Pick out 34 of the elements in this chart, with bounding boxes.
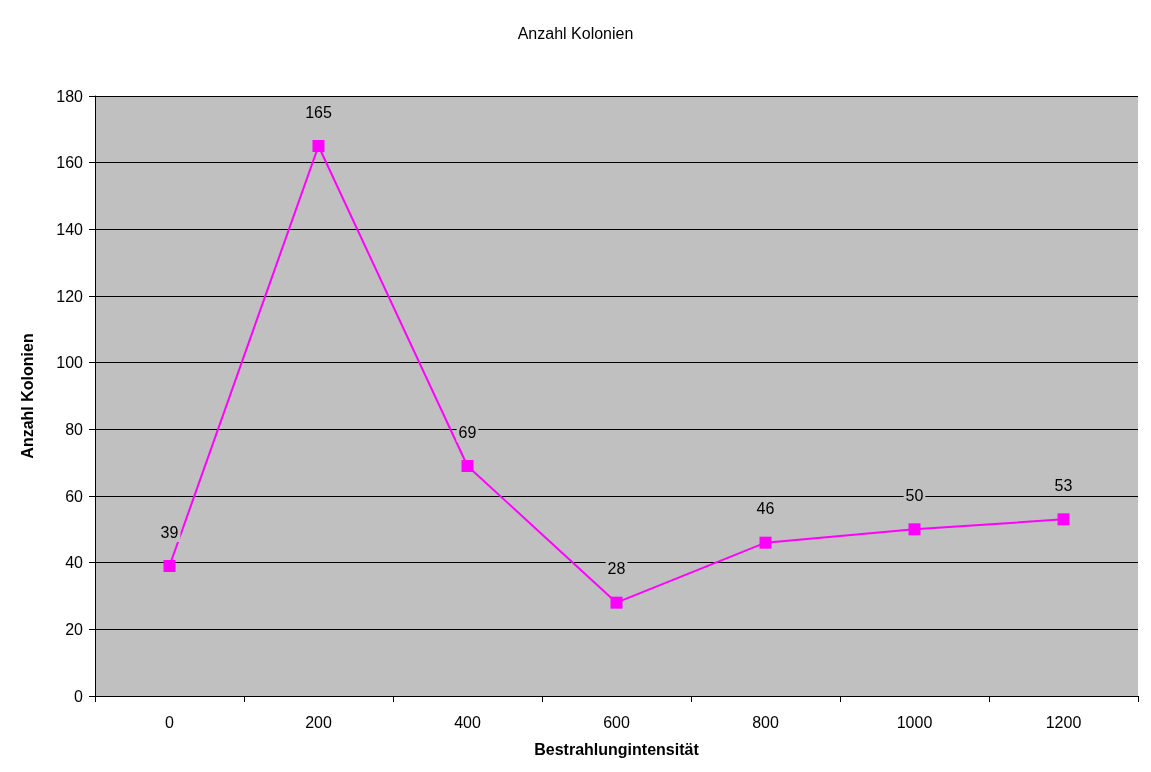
y-tick-label: 100	[56, 354, 84, 372]
x-tick-label: 1200	[1045, 713, 1082, 731]
y-axis-title: Anzahl Kolonien	[18, 333, 36, 459]
data-label: 165	[305, 103, 332, 121]
y-tick-label: 120	[56, 287, 84, 305]
y-tick-label: 20	[65, 620, 84, 638]
point	[1057, 513, 1070, 526]
data-label: 28	[607, 560, 626, 578]
point	[610, 596, 623, 609]
chart-title: Anzahl Kolonien	[517, 24, 634, 42]
point	[759, 536, 772, 549]
y-tick-label: 140	[56, 220, 84, 238]
y-tick-label: 160	[56, 154, 84, 172]
data-label: 69	[458, 423, 477, 441]
y-tick-label: 80	[65, 420, 84, 438]
point	[461, 460, 474, 472]
x-tick-label: 200	[305, 713, 332, 731]
y-tick-label: 60	[65, 487, 84, 505]
x-axis-title: Bestrahlungintensität	[534, 740, 700, 758]
data-label: 39	[160, 523, 179, 541]
x-tick-label: 1000	[896, 713, 933, 731]
y-tick-label: 180	[56, 87, 84, 105]
x-tick-label: 800	[752, 713, 779, 731]
x-tick-label: 600	[603, 713, 630, 731]
point	[163, 560, 176, 572]
point	[908, 523, 921, 536]
x-tick-label: 0	[165, 713, 175, 731]
y-tick-label: 40	[65, 554, 84, 572]
y-tick-label: 0	[74, 687, 84, 705]
data-label: 46	[756, 500, 775, 518]
point	[312, 140, 325, 152]
x-tick-label: 400	[454, 713, 481, 731]
data-label: 53	[1054, 476, 1073, 494]
data-label: 50	[905, 486, 924, 504]
